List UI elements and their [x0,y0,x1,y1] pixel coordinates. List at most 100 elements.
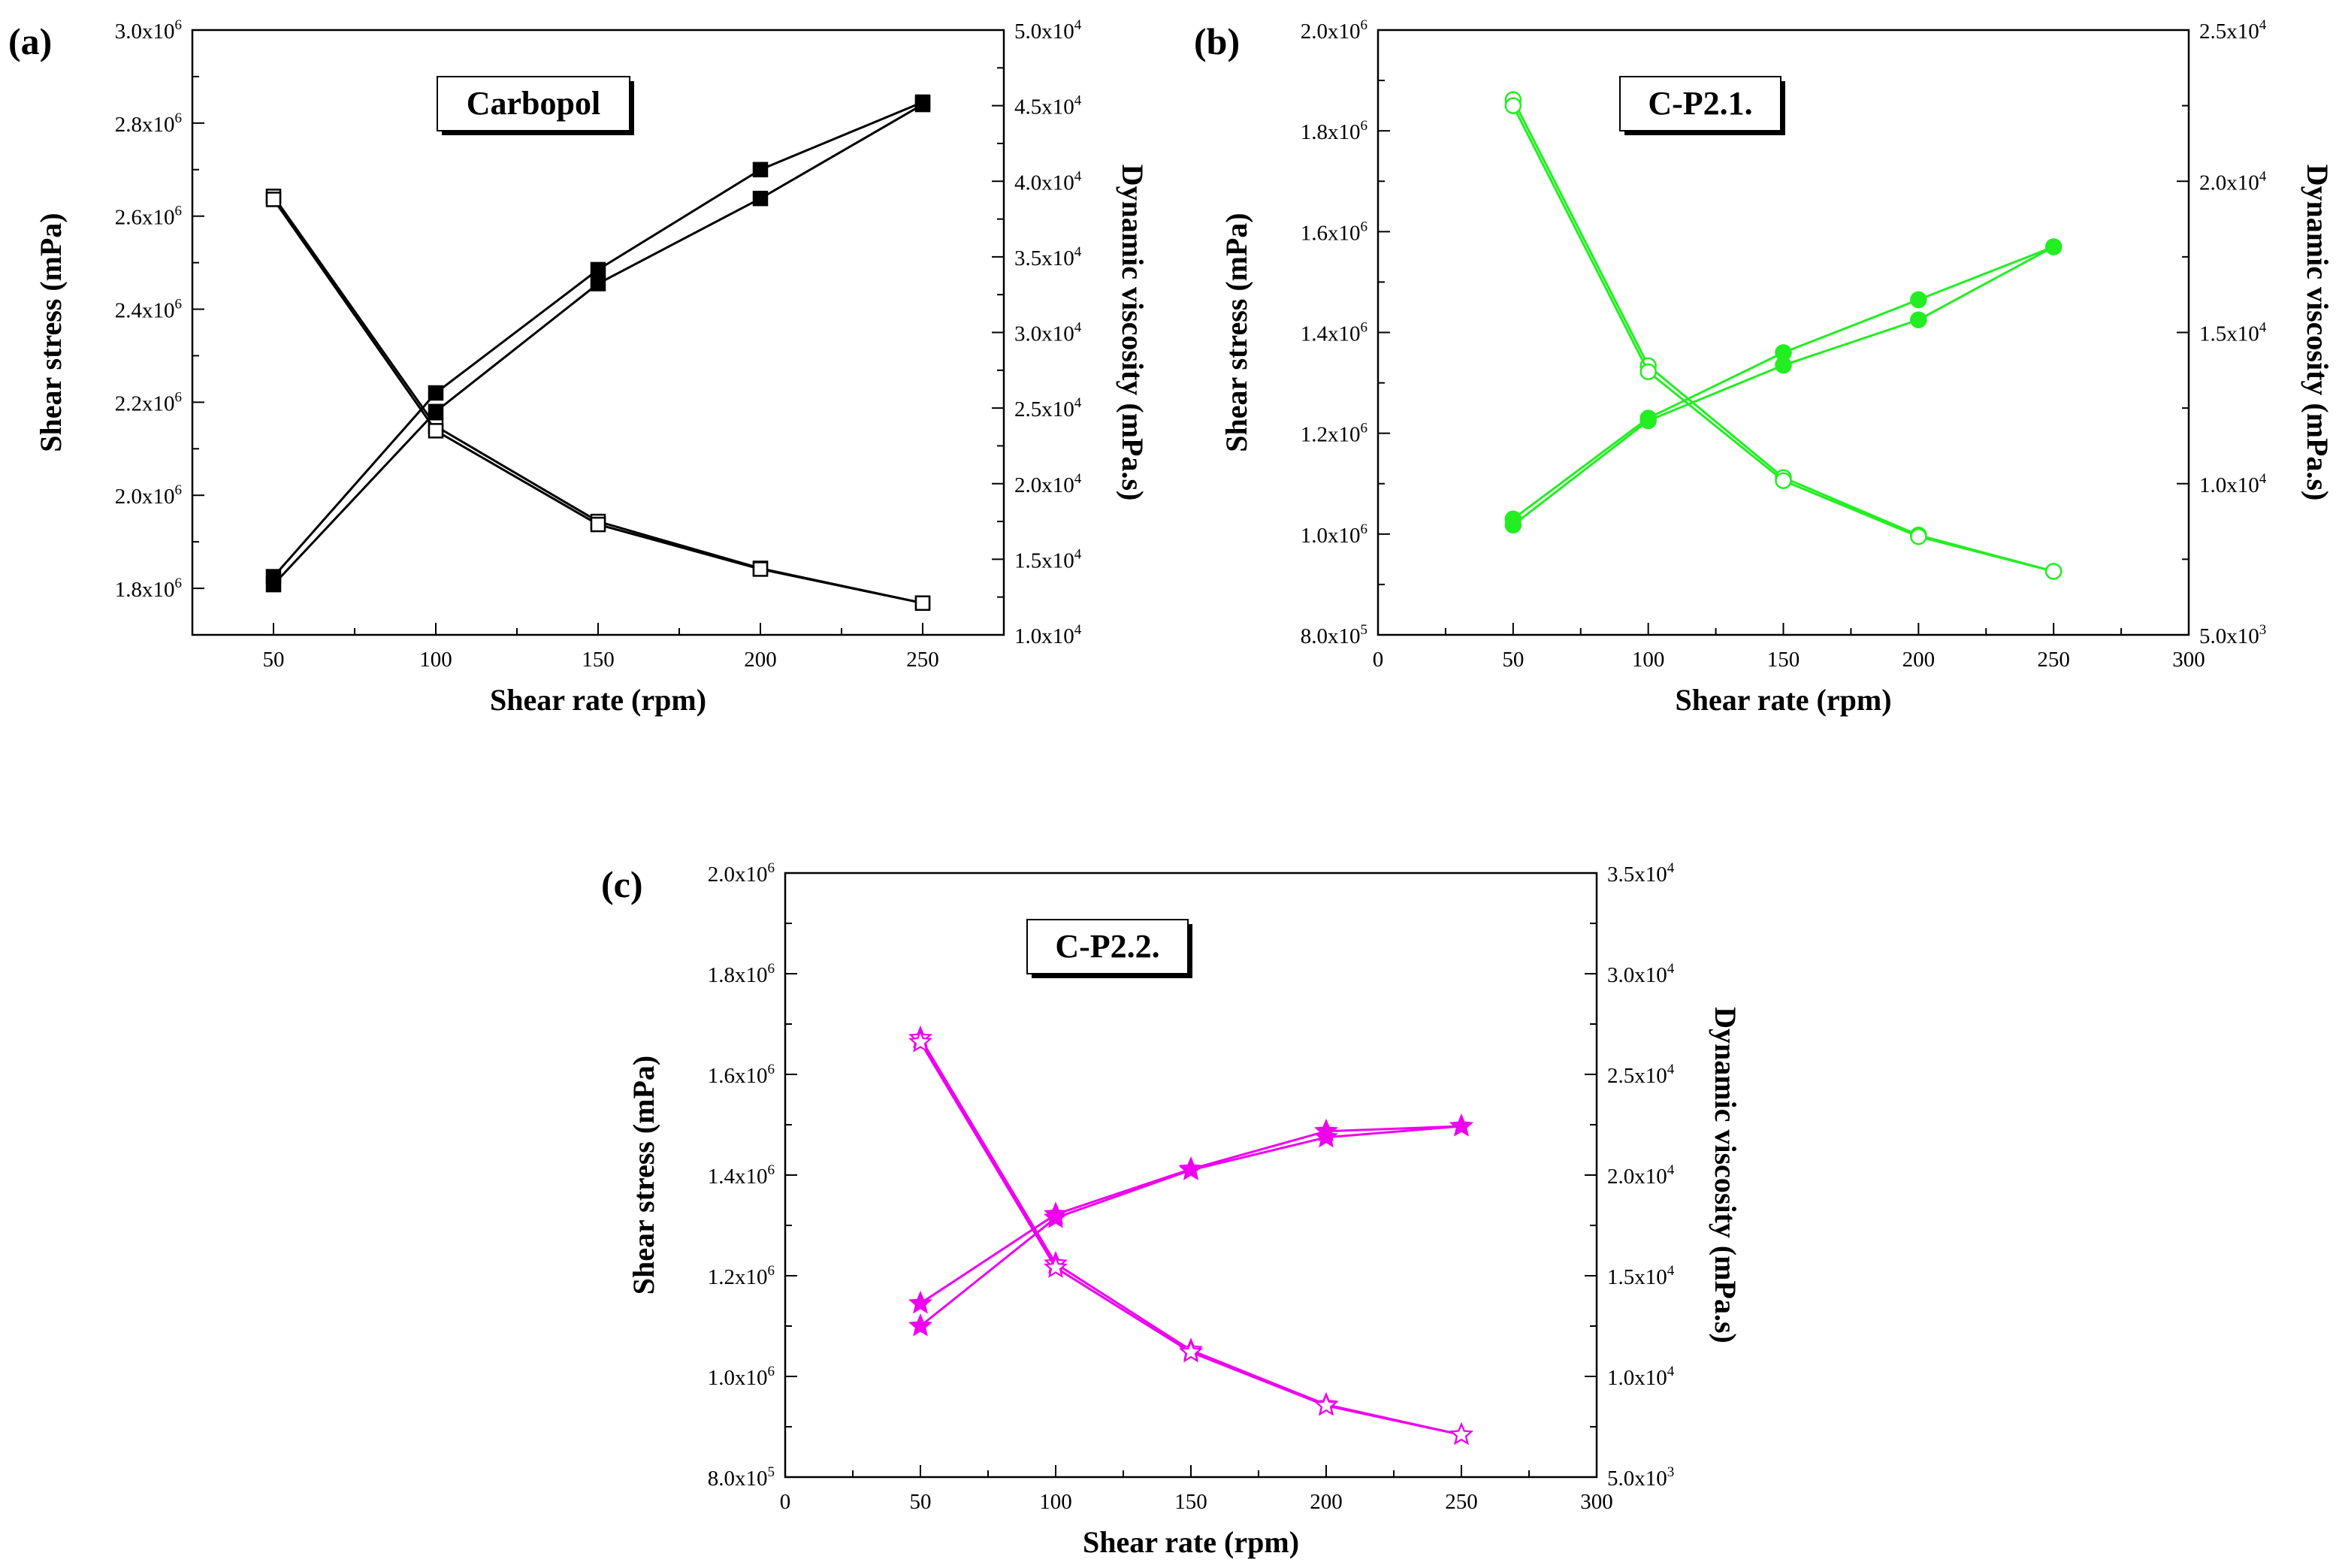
chart-title: Carbopol [467,85,600,122]
data-point [1449,1113,1474,1137]
x-tick-label: 300 [2172,648,2205,672]
x-axis-title: Shear rate (rpm) [490,683,706,717]
x-tick-label: 100 [1039,1490,1072,1514]
data-point [908,1313,933,1337]
y2-tick-label: 1.0x104 [1014,622,1082,648]
x-tick-label: 150 [582,648,615,672]
y2-tick-label: 2.5x104 [1607,1062,1675,1088]
x-tick-label: 100 [1632,648,1665,672]
y-tick-label: 1.8x106 [708,961,775,987]
series-2 [908,1113,1474,1337]
data-point [1910,291,1927,309]
data-point [1910,311,1927,328]
data-point [265,576,282,593]
y-tick-label: 1.4x106 [1301,320,1367,346]
series-2 [1504,238,2063,534]
series-line [919,1038,1462,1437]
y-tick-label: 8.0x105 [1301,622,1367,648]
y2-tick-label: 1.5x104 [2199,320,2267,346]
y2-tick-label: 2.0x104 [1014,471,1082,497]
series-line [272,198,923,605]
data-point [2044,563,2063,580]
series-4 [908,1029,1474,1446]
x-tick-label: 150 [1174,1490,1207,1514]
data-point [1504,97,1522,114]
data-point [1910,527,1927,545]
y2-tick-label: 1.5x104 [1607,1263,1675,1289]
x-tick-label: 200 [1310,1490,1343,1514]
y-tick-label: 2.2x106 [115,389,182,415]
data-point [1043,1255,1068,1278]
y-axis-title: Shear stress (mPa) [34,213,68,452]
series-line [920,1125,1462,1328]
y-axis-title: Shear stress (mPa) [1219,213,1253,452]
y-tick-label: 2.0x106 [115,482,182,509]
x-tick-label: 250 [2037,648,2070,672]
y2-tick-label: 1.5x104 [1014,546,1082,573]
y-axis-title: Shear stress (mPa) [627,1056,660,1295]
series-2 [265,96,931,593]
series-4 [1504,97,2063,580]
y-tick-label: 2.6x106 [115,204,182,230]
y2-axis-title: Dynamic viscosity (mPa.s) [2301,165,2334,501]
data-point [590,276,606,292]
series-3 [908,1025,1474,1446]
data-point [1504,516,1522,534]
y2-tick-label: 4.0x104 [1014,168,1082,195]
x-tick-label: 200 [744,648,777,672]
series-line [920,1125,1462,1305]
y-tick-label: 2.0x106 [708,860,775,887]
y-tick-label: 1.2x106 [1301,421,1367,447]
data-point [1775,356,1792,374]
x-axis-title: Shear rate (rpm) [1083,1525,1299,1559]
series-4 [265,192,931,611]
x-tick-label: 0 [780,1490,791,1514]
x-tick-label: 100 [419,648,452,672]
y2-axis-title: Dynamic viscosity (mPa.s) [1709,1007,1742,1343]
data-point [908,1290,933,1314]
data-point [2044,238,2063,255]
chart-title: C-P2.1. [1648,85,1752,122]
data-point [1639,363,1657,381]
data-point [1178,1339,1204,1363]
panel-letter: (a) [8,20,52,62]
series-line [272,103,923,586]
x-tick-label: 200 [1902,648,1936,672]
y-tick-label: 1.0x106 [708,1364,775,1390]
y-tick-label: 8.0x105 [708,1464,775,1491]
data-point [1313,1393,1339,1416]
data-point [590,261,606,278]
y2-tick-label: 5.0x104 [1014,17,1082,44]
series-line [1512,104,2054,573]
x-tick-label: 50 [910,1490,932,1514]
y-tick-label: 2.0x106 [1301,17,1367,44]
data-point [1775,472,1792,489]
y2-tick-label: 4.5x104 [1014,93,1082,119]
chart-panel-3: 0 50 100 150 200 250 300 8.0x105 1.0x106 1.2x106 1… [601,860,1742,1559]
x-axis-title: Shear rate (rpm) [1675,683,1891,717]
data-point [428,403,444,420]
y2-tick-label: 3.0x104 [1014,320,1082,346]
data-point [1178,1157,1204,1180]
y-tick-label: 1.4x106 [708,1162,775,1189]
series-line [272,195,923,605]
y-tick-label: 2.8x106 [115,110,182,137]
chart-panel-1: 50 100 150 200 250 1.8x106 2.0x106 2.2x106 2.4x1… [8,17,1150,717]
y-tick-label: 2.4x106 [115,297,182,323]
y2-tick-label: 1.0x104 [2199,471,2267,497]
y-tick-label: 1.6x106 [708,1062,775,1088]
x-tick-label: 250 [1445,1490,1478,1514]
y2-tick-label: 2.5x104 [2199,17,2267,44]
data-point [1449,1421,1474,1446]
data-point [1043,1205,1068,1228]
x-tick-label: 150 [1767,648,1800,672]
series-line [1512,98,2054,573]
x-tick-label: 300 [1580,1490,1613,1514]
y2-tick-label: 3.5x104 [1607,860,1675,887]
data-point [590,516,606,533]
data-point [265,192,282,207]
series-3 [1504,91,2063,580]
series-line [919,1041,1462,1437]
y2-axis-title: Dynamic viscosity (mPa.s) [1116,165,1150,501]
